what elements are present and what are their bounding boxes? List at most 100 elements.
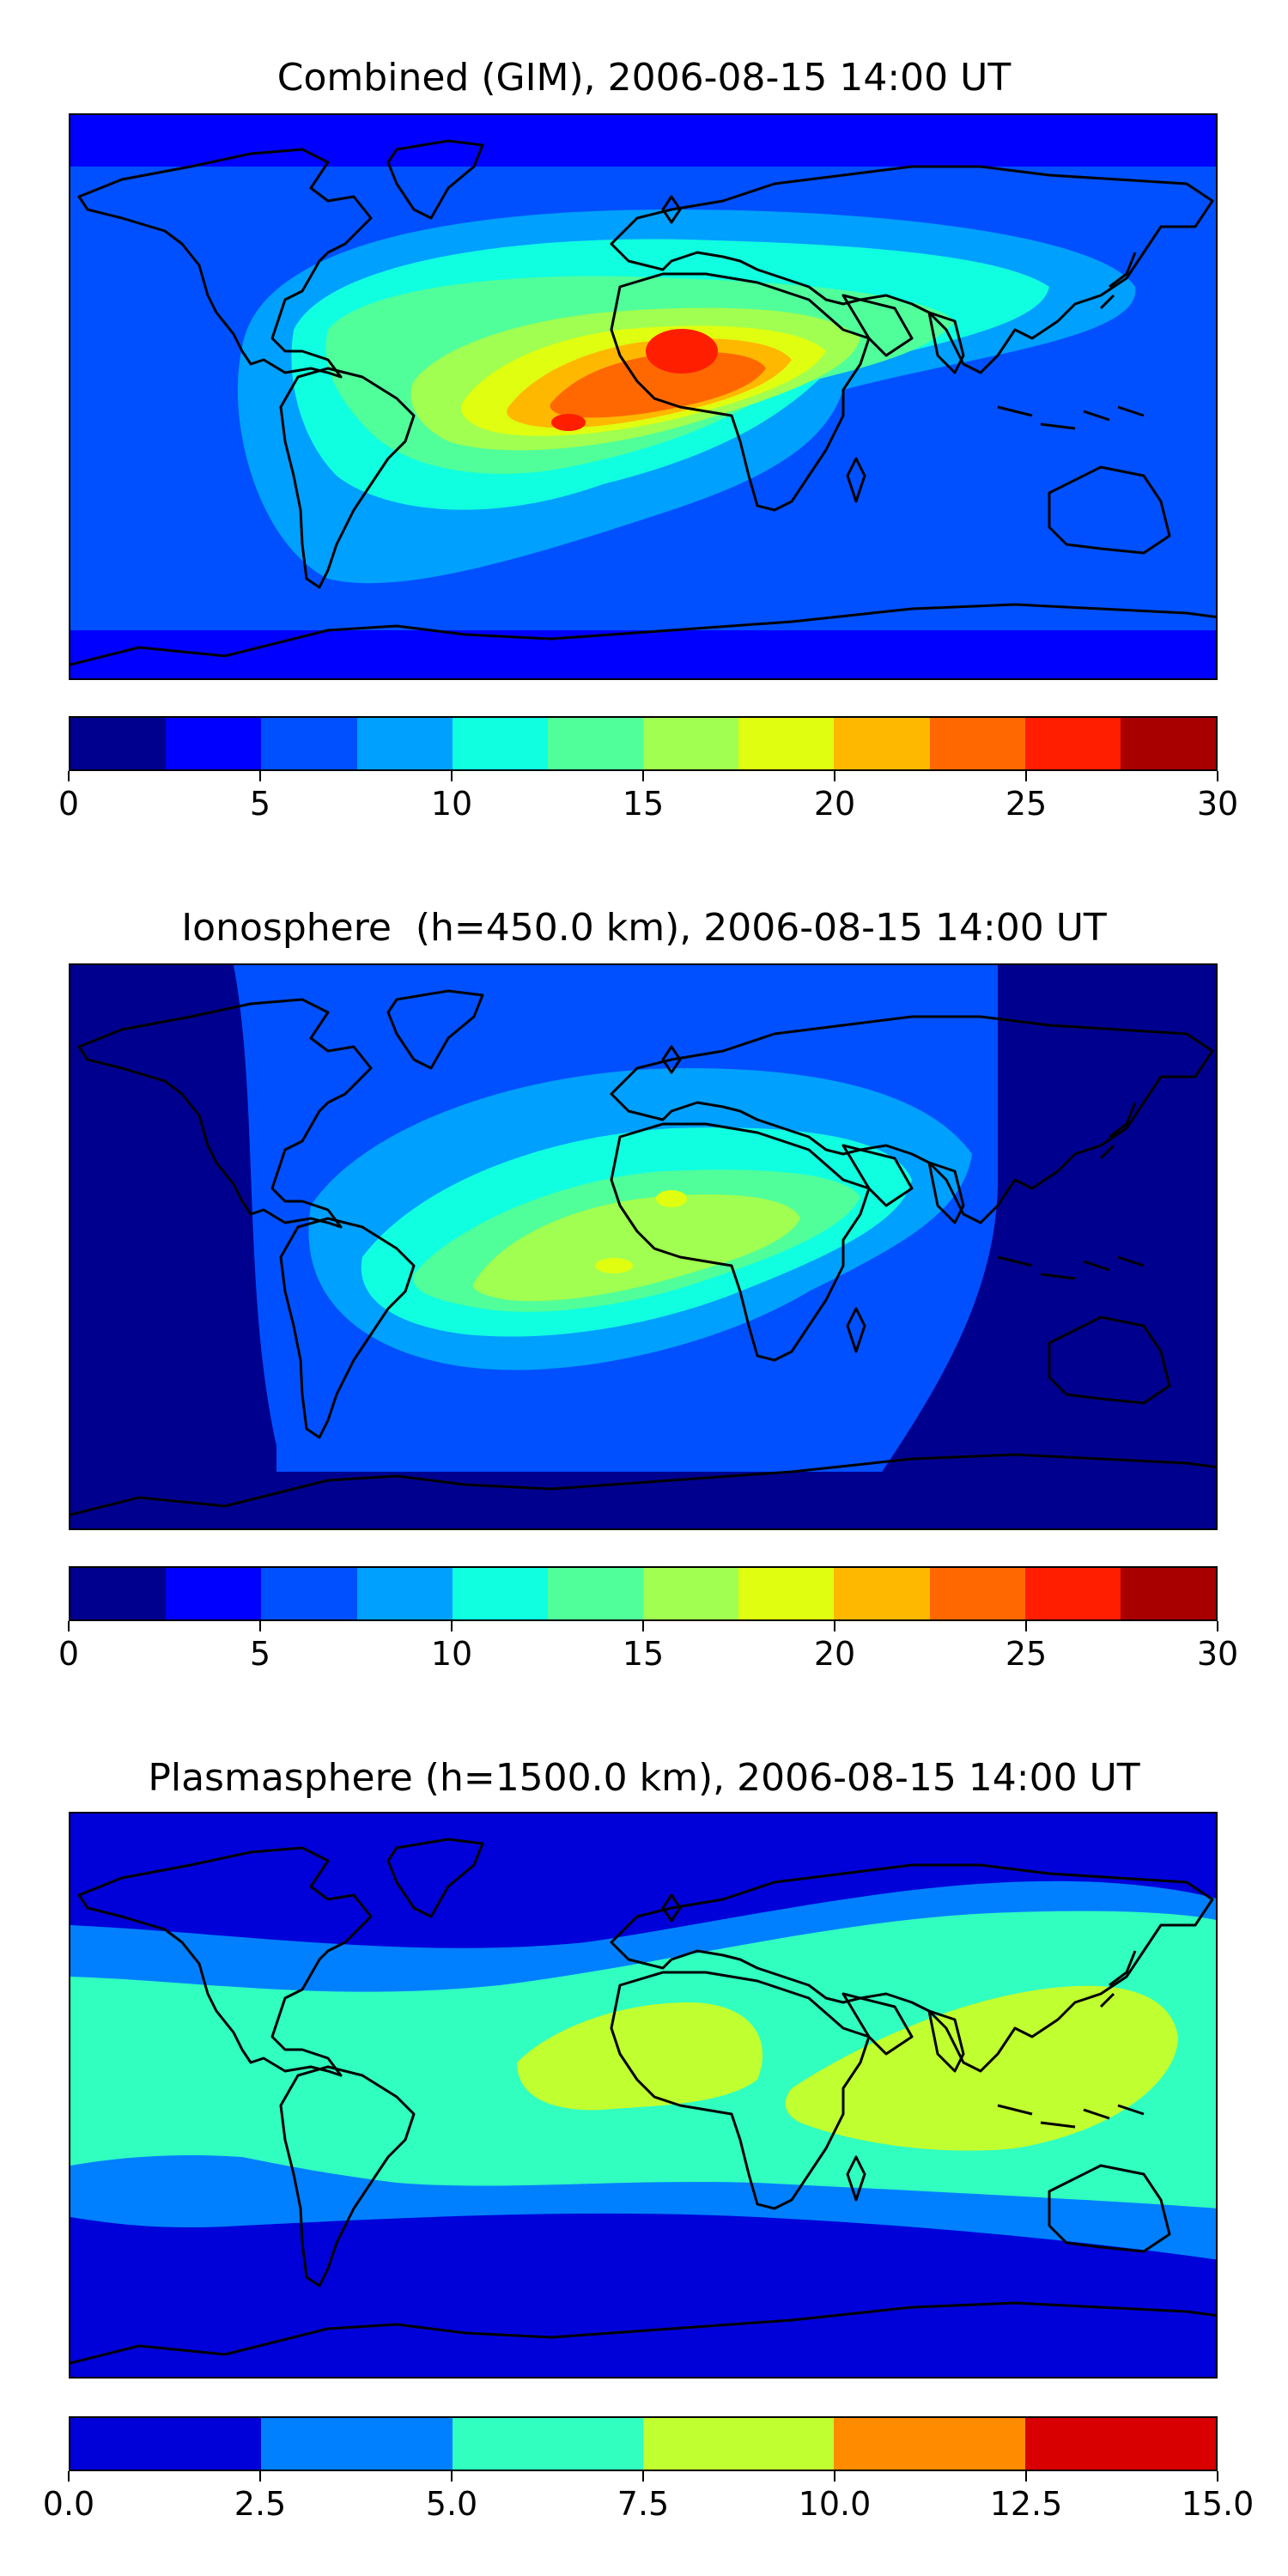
colorbar-combined: [69, 716, 1218, 771]
colorbar-tick: [259, 771, 261, 781]
contour-fills: [70, 965, 1216, 1528]
colorbar-tick: [451, 2471, 453, 2482]
coastlines: [70, 139, 1216, 666]
colorbar-ticks-plasmasphere: 0.0 2.5 5.0 7.5 10.0 12.5 15.0: [43, 2471, 1254, 2523]
coastline-japan: [1099, 252, 1137, 310]
colorbar-tick: [68, 771, 70, 781]
colorbar-tick: [1217, 1621, 1218, 1631]
colorbar-tick-label: 7.5: [617, 2485, 670, 2523]
map-combined: [69, 113, 1218, 680]
colorbar-segment: [1024, 2418, 1216, 2470]
coastline-uk: [661, 1893, 682, 1923]
colorbar-segment: [1024, 1568, 1121, 1619]
coastline-australia: [1048, 465, 1171, 555]
coastline-indonesia: [997, 2104, 1145, 2129]
colorbar-plasmasphere: [69, 2416, 1218, 2471]
colorbar-tick-label: 25: [1005, 1635, 1048, 1673]
colorbar-segment: [166, 1568, 262, 1619]
coastline-australia: [1048, 1315, 1171, 1405]
colorbar-ionosphere: [69, 1566, 1218, 1621]
colorbar-tick: [451, 771, 453, 781]
colorbar-tick-label: 2.5: [234, 2485, 287, 2523]
colorbar-tick-label: 12.5: [989, 2485, 1063, 2523]
colorbar-tick: [451, 1621, 453, 1631]
coastline-south-america: [279, 2065, 416, 2287]
colorbar-segment: [452, 1568, 548, 1619]
colorbar-segment: [356, 718, 453, 769]
panel-title-ionosphere: Ionosphere (h=450.0 km), 2006-08-15 14:0…: [181, 906, 1107, 950]
coastline-antarctica: [70, 2301, 1216, 2365]
colorbar-tick: [642, 1621, 644, 1631]
coastline-madagascar: [846, 2155, 866, 2202]
coastline-arabia: [841, 294, 914, 357]
coastline-north-america: [77, 998, 373, 1229]
colorbar-segment: [1120, 1568, 1217, 1619]
coastline-greenland: [386, 139, 484, 220]
colorbar-tick-label: 0: [58, 785, 80, 823]
colorbar-segment: [70, 2418, 262, 2470]
map-ionosphere: [69, 963, 1218, 1530]
fill-peak-1: [656, 1190, 687, 1207]
colorbar-tick-label: 5.0: [425, 2485, 478, 2523]
fill-ring4: [473, 1194, 800, 1302]
colorbar-tick-label: 25: [1005, 785, 1048, 823]
colorbar-tick: [1217, 771, 1218, 781]
colorbar-segment: [261, 2418, 453, 2470]
colorbar-segment: [547, 1568, 644, 1619]
fill-peak-2: [595, 1258, 633, 1273]
colorbar-tick-label: 10.0: [798, 2485, 872, 2523]
colorbar-tick: [259, 1621, 261, 1631]
colorbar-tick-label: 20: [813, 1635, 856, 1673]
contour-fills: [70, 115, 1216, 678]
colorbar-segment: [70, 718, 167, 769]
fill-polar-north: [70, 115, 1216, 167]
colorbar-segment: [70, 1568, 167, 1619]
colorbar-tick: [1025, 771, 1027, 781]
colorbar-ticks-ionosphere: 0 5 10 15 20 25 30: [58, 1621, 1238, 1673]
colorbar-tick-label: 0: [58, 1635, 80, 1673]
fill-polar-east: [845, 965, 1216, 1528]
coastline-arabia: [841, 1992, 914, 2056]
coastline-europe-asia: [610, 165, 1214, 374]
colorbar-tick: [834, 2471, 835, 2482]
fill-peak-2: [551, 414, 586, 431]
coastline-uk: [661, 1045, 682, 1074]
map-plasmasphere-svg: [70, 1814, 1216, 2377]
fill-polar-south: [70, 630, 1216, 678]
colorbar-segment: [929, 1568, 1025, 1619]
coastlines: [70, 1838, 1216, 2365]
colorbar-tick: [1025, 1621, 1027, 1631]
colorbar-tick-label: 15: [622, 1635, 665, 1673]
colorbar-tick: [642, 2471, 644, 2482]
colorbar-segment: [356, 1568, 453, 1619]
coastline-europe-asia: [610, 1863, 1214, 2073]
coastline-indonesia: [997, 405, 1145, 430]
colorbar-tick-label: 20: [813, 785, 856, 823]
colorbar-segment: [261, 1568, 357, 1619]
colorbar-tick: [259, 2471, 261, 2482]
colorbar-segment: [834, 718, 930, 769]
coastline-europe-asia: [610, 1015, 1214, 1224]
colorbar-segment: [452, 2418, 643, 2470]
coastline-south-america: [279, 1217, 416, 1439]
fill-peak-1: [517, 2002, 763, 2111]
colorbar-segment: [643, 718, 739, 769]
colorbar-segment: [642, 2418, 835, 2470]
coastline-uk: [661, 195, 682, 224]
fill-ring7: [550, 351, 766, 418]
coastline-greenland: [386, 989, 484, 1070]
colorbar-segment: [834, 2418, 1025, 2470]
coastline-madagascar: [846, 457, 866, 503]
coastline-arabia: [841, 1144, 914, 1207]
coastline-north-america: [77, 148, 373, 379]
colorbar-tick-label: 15: [622, 785, 665, 823]
colorbar-tick: [1217, 2471, 1218, 2482]
colorbar-tick: [642, 771, 644, 781]
panel-title-combined: Combined (GIM), 2006-08-15 14:00 UT: [276, 56, 1012, 100]
colorbar-segment: [261, 718, 357, 769]
colorbar-tick-label: 30: [1196, 1635, 1239, 1673]
colorbar-tick-label: 30: [1196, 785, 1239, 823]
colorbar-tick: [1025, 2471, 1027, 2482]
panel-title-plasmasphere: Plasmasphere (h=1500.0 km), 2006-08-15 1…: [148, 1756, 1140, 1800]
colorbar-segment: [738, 1568, 835, 1619]
